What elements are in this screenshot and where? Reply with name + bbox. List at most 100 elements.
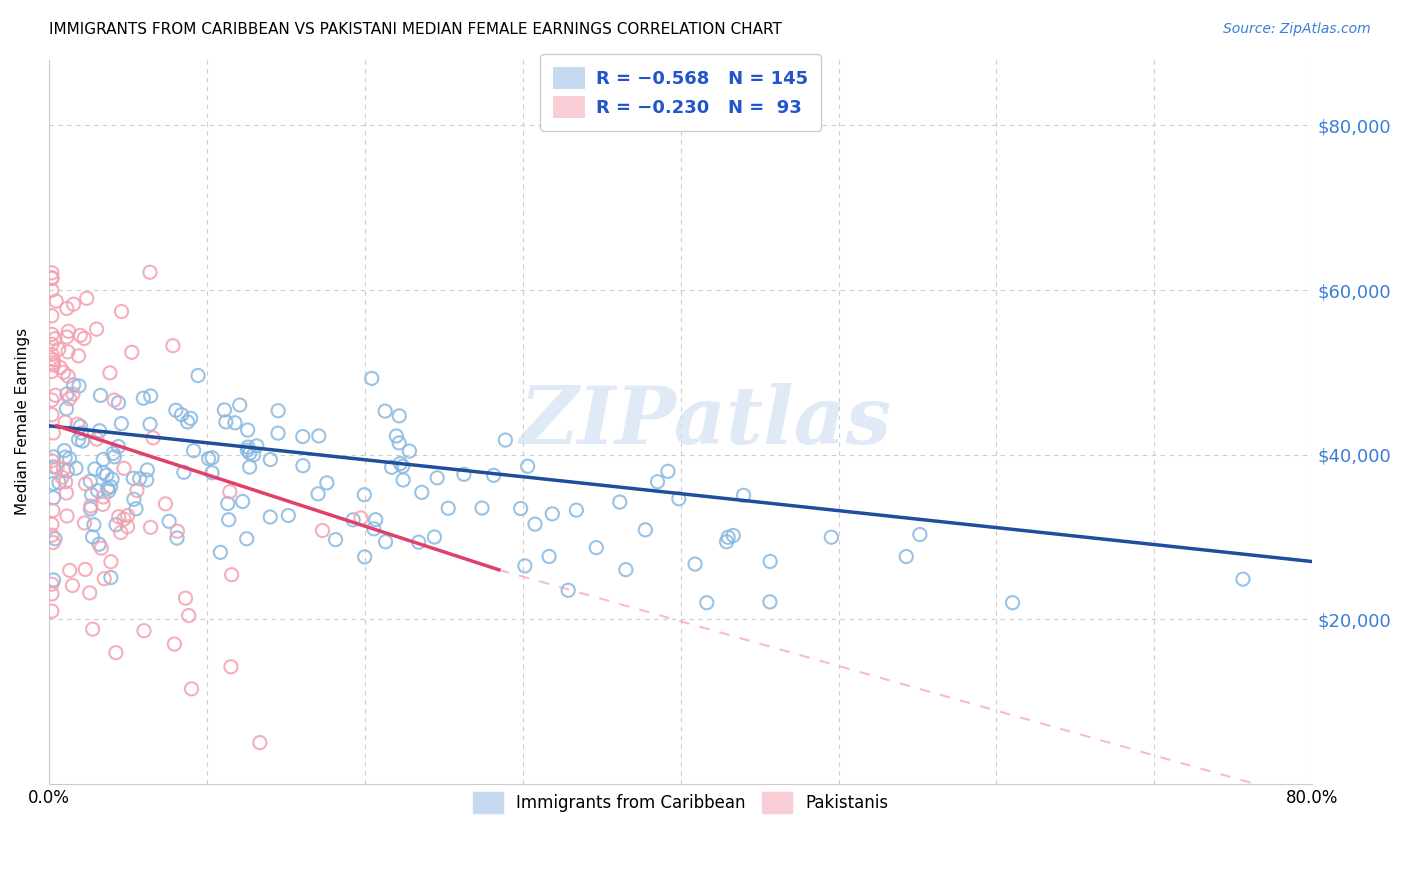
Point [41,408,63,422]
Point [41,270,63,285]
Point [157,514,180,528]
Point [58,392,80,406]
Point [65,461,87,475]
Point [249,736,271,750]
Point [55,330,77,344]
Point [48,342,70,356]
Point [58,324,80,338]
Point [91,466,114,480]
Point [174,591,197,606]
Point [311,524,333,538]
Point [565,503,588,517]
Point [170,408,193,422]
Point [66,417,89,432]
Point [62,297,84,311]
Point [187,368,209,383]
Point [392,473,415,487]
Point [98,366,121,380]
Point [67,349,90,363]
Point [139,265,162,279]
Point [73,516,96,530]
Point [91,490,114,504]
Y-axis label: Median Female Earnings: Median Female Earnings [15,328,30,516]
Point [103,450,125,464]
Point [668,491,690,506]
Point [41,337,63,351]
Point [180,411,202,425]
Point [121,345,143,359]
Point [86,483,108,498]
Point [41,587,63,601]
Point [585,541,607,555]
Point [73,331,96,345]
Point [101,446,124,460]
Point [79,586,101,600]
Point [717,530,740,544]
Point [634,523,657,537]
Point [385,429,408,443]
Point [72,434,94,448]
Point [53,415,76,429]
Point [89,388,111,402]
Point [896,549,918,564]
Point [201,450,224,465]
Point [117,508,139,523]
Point [647,475,669,489]
Point [42,358,65,372]
Point [155,497,177,511]
Point [391,459,413,474]
Point [58,451,80,466]
Point [166,531,188,545]
Point [56,464,79,478]
Point [217,497,239,511]
Point [97,483,120,498]
Point [42,450,65,464]
Point [201,466,224,480]
Point [82,622,104,636]
Point [110,525,132,540]
Point [381,460,404,475]
Point [471,501,494,516]
Point [55,401,77,416]
Point [908,527,931,541]
Point [1232,572,1254,586]
Point [42,459,65,474]
Point [83,462,105,476]
Point [67,433,90,447]
Point [364,513,387,527]
Point [125,501,148,516]
Point [62,578,84,592]
Point [53,450,76,464]
Point [55,486,77,500]
Point [56,369,79,384]
Point [1001,596,1024,610]
Point [42,503,65,517]
Point [44,532,66,546]
Point [342,513,364,527]
Point [42,476,65,491]
Point [411,485,433,500]
Point [100,570,122,584]
Point [228,398,250,412]
Point [125,483,148,498]
Point [51,470,73,484]
Point [70,425,93,440]
Point [426,471,449,485]
Point [291,429,314,443]
Point [277,508,299,523]
Point [197,451,219,466]
Point [80,499,103,513]
Point [41,283,63,297]
Point [101,472,124,486]
Point [453,467,475,482]
Point [41,528,63,542]
Point [733,488,755,502]
Point [56,301,79,316]
Point [41,271,63,285]
Point [388,409,411,423]
Point [91,497,114,511]
Point [696,596,718,610]
Point [232,494,254,508]
Point [107,396,129,410]
Point [214,403,236,417]
